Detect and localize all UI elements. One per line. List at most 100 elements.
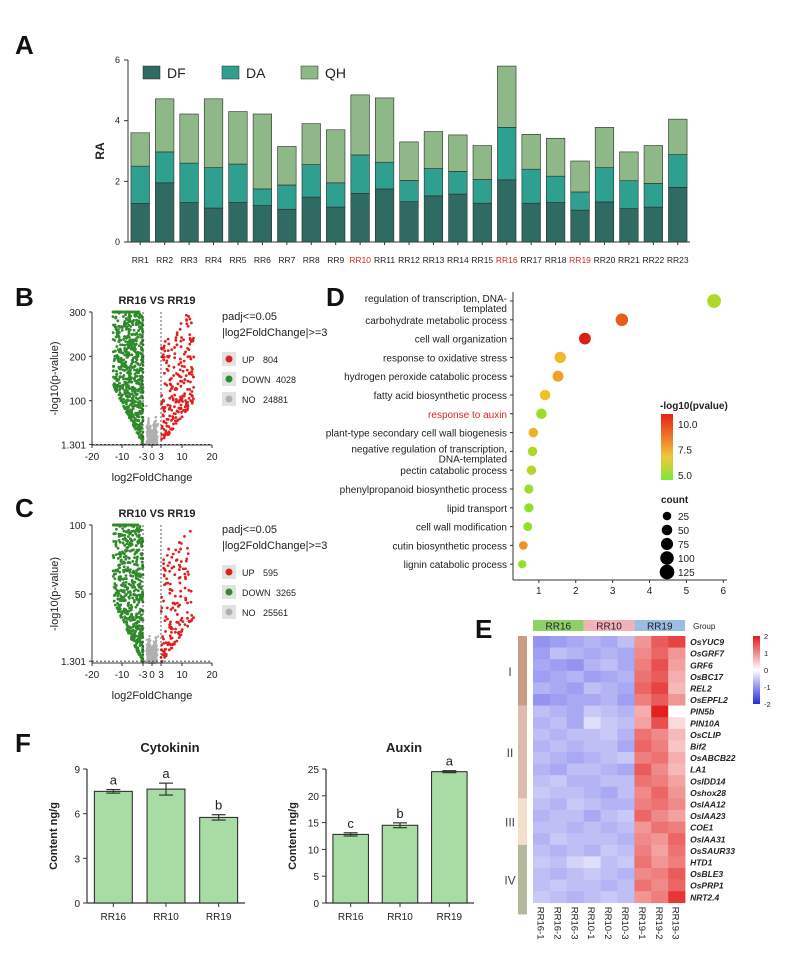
c-legend-count: 595 <box>263 568 278 578</box>
b-point-up <box>166 355 169 358</box>
b-point-up <box>179 384 183 388</box>
e-heatmap-cell <box>566 659 584 672</box>
f-cytokinin-bar <box>146 788 186 904</box>
e-heatmap-cell <box>566 728 584 741</box>
b-point-up <box>190 390 194 393</box>
b-point-up <box>186 407 190 411</box>
e-heatmap-cell <box>566 647 584 660</box>
c-point-down <box>136 615 139 619</box>
b-point-down <box>127 335 131 339</box>
e-heatmap-cell <box>566 798 584 811</box>
c-point-up <box>175 558 179 562</box>
a-y-tick-label: 0 <box>115 237 120 247</box>
c-point-up <box>189 619 193 623</box>
b-point-no <box>151 439 155 443</box>
c-point-up <box>173 640 177 644</box>
b-point-down <box>121 315 125 318</box>
f-auxin-y-tick-label: 25 <box>308 765 320 776</box>
b-point-down <box>139 387 142 391</box>
c-threshold-text: |log2FoldChange|>=3 <box>222 540 327 552</box>
b-point-no <box>150 438 153 441</box>
b-point-up <box>180 379 184 383</box>
c-threshold-text: padj<=0.05 <box>222 524 277 536</box>
b-point-up <box>169 427 173 431</box>
e-heatmap-cell <box>617 659 635 672</box>
c-point-up <box>169 620 172 624</box>
c-point-down <box>129 632 133 635</box>
e-heatmap-cell <box>600 821 618 834</box>
c-point-down <box>131 571 135 575</box>
b-point-down <box>141 408 144 412</box>
c-point-down <box>136 567 140 571</box>
b-point-up <box>174 338 178 342</box>
c-point-down <box>127 629 131 633</box>
e-heatmap-cell <box>533 717 551 730</box>
a-bar-da <box>179 162 199 203</box>
b-point-down <box>138 396 142 400</box>
e-gene-label: OsEPFL2 <box>690 695 728 705</box>
c-point-down <box>129 574 132 577</box>
c-x-tick-label: 10 <box>176 670 188 681</box>
f-auxin-y-tick-label: 0 <box>313 899 319 910</box>
b-point-down <box>124 400 128 404</box>
a-bar-df <box>203 207 224 243</box>
c-point-up <box>183 572 187 576</box>
c-point-up <box>186 570 190 574</box>
e-heatmap-cell <box>634 740 652 753</box>
c-point-down <box>114 542 118 546</box>
e-heatmap-cell <box>583 647 601 660</box>
c-x-tick-label: -20 <box>85 670 100 681</box>
b-y-axis-title: -log10(p-value) <box>49 342 61 416</box>
c-point-up <box>178 603 182 607</box>
e-heatmap-cell <box>600 636 618 648</box>
b-point-no <box>154 426 157 429</box>
c-point-down <box>135 558 139 561</box>
c-point-up <box>186 546 189 550</box>
b-point-down <box>137 382 140 386</box>
b-point-down <box>134 360 138 364</box>
b-point-down <box>114 384 118 388</box>
c-point-up <box>179 542 183 545</box>
a-bar-qh <box>130 132 150 167</box>
c-point-down <box>114 572 118 576</box>
a-bar-da <box>546 175 566 203</box>
e-gene-label: HTD1 <box>690 858 712 868</box>
b-point-up <box>183 365 186 369</box>
d-term-bubble <box>579 332 591 345</box>
a-bar-da <box>423 168 444 197</box>
a-x-tick-label: RR10 <box>349 255 371 265</box>
c-point-down <box>122 570 126 574</box>
c-point-down <box>139 575 142 579</box>
b-point-down <box>121 375 125 379</box>
c-point-down <box>136 563 139 567</box>
a-bar-df <box>179 202 199 243</box>
d-x-tick-label: 4 <box>647 586 653 597</box>
c-point-down <box>118 607 122 611</box>
b-point-up <box>176 419 179 422</box>
b-point-down <box>129 343 133 347</box>
c-point-up <box>167 648 171 652</box>
b-point-down <box>140 422 143 425</box>
c-point-up <box>187 573 190 576</box>
b-point-down <box>138 314 142 318</box>
d-term-label: carbohydrate metabolic process <box>365 316 507 327</box>
e-heatmap-cell <box>617 647 635 660</box>
d-term-bubble <box>536 408 547 420</box>
e-heatmap-cell <box>617 810 635 822</box>
e-heatmap-cell <box>549 694 568 706</box>
e-heatmap-cell <box>668 752 686 764</box>
c-point-down <box>112 599 116 603</box>
e-heatmap-cell <box>668 763 686 776</box>
b-point-down <box>132 356 135 360</box>
e-heatmap-cell <box>617 844 635 857</box>
a-bar-da <box>130 165 150 204</box>
e-heatmap-cell <box>634 636 652 648</box>
b-point-up <box>188 333 192 337</box>
e-heatmap-cell <box>651 844 669 857</box>
a-x-tick-label: RR17 <box>520 255 542 265</box>
b-point-up <box>187 315 190 318</box>
b-point-up <box>174 421 178 425</box>
b-point-up <box>173 393 177 397</box>
b-point-down <box>118 385 122 388</box>
e-gene-label: OsBLE3 <box>690 869 723 879</box>
